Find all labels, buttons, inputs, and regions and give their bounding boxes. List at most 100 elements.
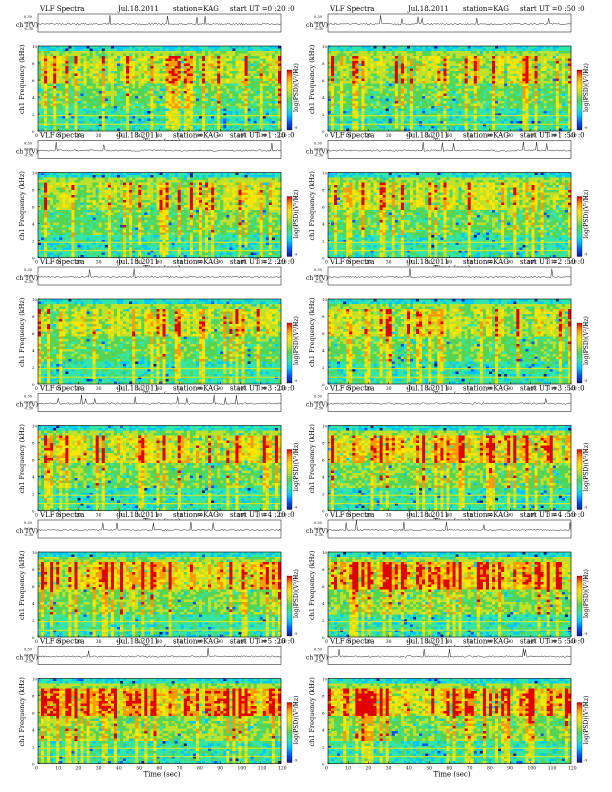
heatmap-cell <box>90 46 93 49</box>
heatmap-cell <box>62 69 65 72</box>
heatmap-cell <box>163 79 166 82</box>
heatmap-cell <box>62 51 65 54</box>
heatmap-cell <box>38 69 41 72</box>
heatmap-cell <box>62 109 65 112</box>
heatmap-cell <box>96 79 99 82</box>
heatmap-cell <box>56 66 59 69</box>
heatmap-cell <box>117 56 120 59</box>
heatmap-cell <box>65 86 68 89</box>
heatmap-cell <box>144 84 147 87</box>
heatmap-cell <box>59 51 62 54</box>
heatmap-cell <box>77 99 80 102</box>
heatmap-cell <box>53 66 56 69</box>
heatmap-cell <box>99 94 102 97</box>
heatmap-cell <box>129 94 132 97</box>
heatmap-cell <box>53 99 56 102</box>
heatmap-cell <box>68 69 71 72</box>
heatmap-cell <box>50 79 53 82</box>
heatmap-cell <box>147 71 150 74</box>
heatmap-cell <box>147 86 150 89</box>
heatmap-cell <box>62 116 65 119</box>
heatmap-cell <box>138 94 141 97</box>
heatmap-cell <box>38 111 41 114</box>
heatmap-cell <box>114 121 117 124</box>
heatmap-cell <box>84 104 87 107</box>
heatmap-cell <box>96 46 99 49</box>
heatmap-cell <box>81 69 84 72</box>
heatmap-cell <box>90 69 93 72</box>
heatmap-cell <box>138 66 141 69</box>
heatmap-cell <box>74 91 77 94</box>
heatmap-cell <box>102 121 105 124</box>
heatmap-cell <box>153 84 156 87</box>
heatmap-cell <box>87 99 90 102</box>
heatmap-cell <box>47 51 50 54</box>
heatmap-cell <box>144 61 147 64</box>
heatmap-cell <box>47 81 50 84</box>
heatmap-cell <box>150 71 153 74</box>
heatmap-cell <box>126 64 129 67</box>
heatmap-cell <box>141 99 144 102</box>
heatmap-cell <box>123 76 126 79</box>
heatmap-cell <box>74 109 77 112</box>
heatmap-cell <box>138 84 141 87</box>
heatmap-cell <box>160 56 163 59</box>
heatmap-cell <box>120 106 123 109</box>
heatmap-cell <box>93 69 96 72</box>
heatmap-cell <box>105 46 108 49</box>
heatmap-cell <box>144 86 147 89</box>
heatmap-cell <box>96 49 99 52</box>
heatmap-cell <box>108 86 111 89</box>
heatmap-cell <box>132 104 135 107</box>
heatmap-cell <box>38 76 41 79</box>
heatmap-cell <box>56 89 59 92</box>
heatmap-cell <box>74 74 77 77</box>
heatmap-cell <box>68 109 71 112</box>
heatmap-cell <box>96 71 99 74</box>
heatmap-cell <box>77 104 80 107</box>
heatmap-cell <box>50 69 53 72</box>
heatmap-cell <box>90 121 93 124</box>
heatmap-cell <box>68 96 71 99</box>
heatmap-cell <box>41 51 44 54</box>
heatmap-cell <box>153 109 156 112</box>
heatmap-cell <box>68 66 71 69</box>
heatmap-cell <box>81 86 84 89</box>
heatmap-cell <box>44 66 47 69</box>
heatmap-cell <box>135 96 138 99</box>
heatmap-cell <box>160 121 163 124</box>
heatmap-cell <box>65 74 68 77</box>
heatmap-cell <box>123 81 126 84</box>
heatmap-cell <box>102 74 105 77</box>
heatmap-cell <box>111 99 114 102</box>
heatmap-cell <box>163 89 166 92</box>
heatmap-cell <box>126 79 129 82</box>
heatmap-cell <box>84 84 87 87</box>
heatmap-cell <box>87 126 90 129</box>
heatmap-cell <box>99 54 102 57</box>
heatmap-cell <box>81 64 84 67</box>
heatmap-cell <box>120 46 123 49</box>
heatmap-cell <box>102 109 105 112</box>
heatmap-cell <box>102 111 105 114</box>
heatmap-cell <box>50 54 53 57</box>
heatmap-cell <box>62 84 65 87</box>
heatmap-cell <box>56 91 59 94</box>
heatmap-cell <box>123 71 126 74</box>
heatmap-cell <box>120 54 123 57</box>
heatmap-cell <box>102 49 105 52</box>
heatmap-cell <box>44 96 47 99</box>
heatmap-cell <box>141 91 144 94</box>
heatmap-cell <box>132 119 135 122</box>
heatmap-cell <box>153 59 156 62</box>
heatmap-cell <box>129 76 132 79</box>
heatmap-cell <box>108 89 111 92</box>
heatmap-cell <box>126 111 129 114</box>
heatmap-cell <box>150 96 153 99</box>
heatmap-cell <box>99 66 102 69</box>
heatmap-cell <box>123 106 126 109</box>
heatmap-cell <box>150 94 153 97</box>
heatmap-cell <box>111 101 114 104</box>
heatmap-cell <box>96 56 99 59</box>
heatmap-cell <box>93 74 96 77</box>
